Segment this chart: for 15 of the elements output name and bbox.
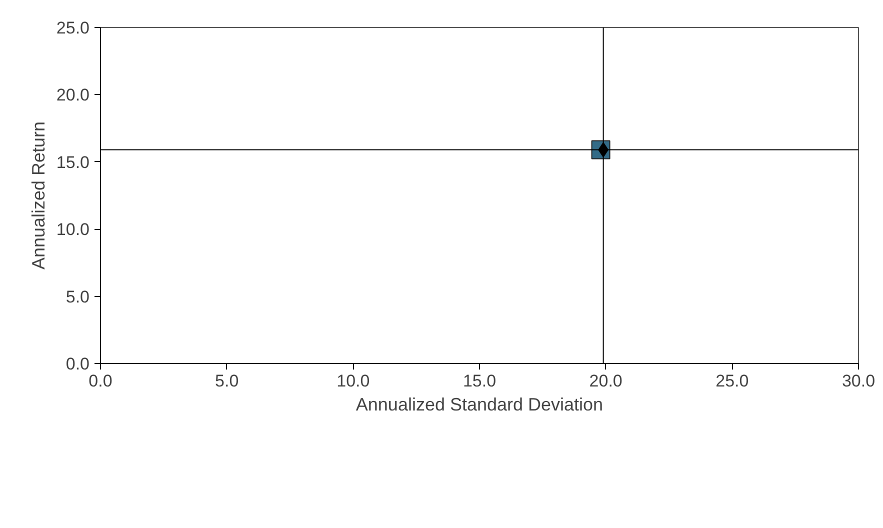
x-tick-label: 20.0 [589, 372, 622, 390]
x-tick-label: 15.0 [462, 372, 496, 390]
y-tick-label: 10.0 [56, 220, 90, 240]
x-tick-label: 0.0 [88, 372, 112, 390]
x-tick-label: 30.0 [842, 372, 876, 390]
x-tick-label: 5.0 [215, 372, 239, 390]
y-tick-label: 20.0 [56, 86, 90, 105]
x-tick-label: 10.0 [336, 372, 370, 390]
y-axis-title: Annualized Return [28, 121, 48, 270]
y-tick-label: 15.0 [56, 152, 90, 172]
x-axis-title: Annualized Standard Deviation [356, 394, 604, 414]
y-tick-label: 5.0 [66, 287, 90, 306]
y-tick-label: 25.0 [56, 18, 90, 38]
y-tick-label: 0.0 [66, 354, 90, 374]
x-tick-label: 25.0 [716, 372, 749, 390]
